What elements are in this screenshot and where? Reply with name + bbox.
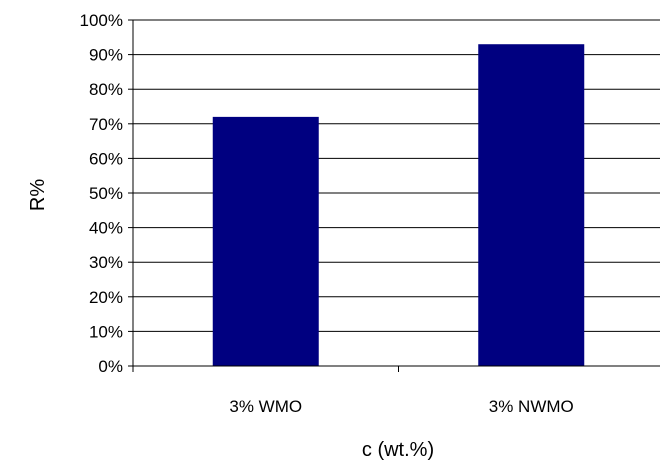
y-axis-title: R%	[27, 179, 49, 211]
y-tick-label: 20%	[89, 288, 123, 307]
y-tick-label: 10%	[89, 322, 123, 341]
y-tick-labels: 0% 10% 20% 30% 40% 50% 60% 70% 80% 90% 100%	[80, 11, 123, 376]
y-tick-label: 90%	[89, 46, 123, 65]
y-tick-marks	[128, 19, 133, 367]
y-tick-label: 70%	[89, 115, 123, 134]
x-tick-labels: 3% WMO 3% NWMO	[229, 397, 573, 416]
x-tick-label: 3% NWMO	[489, 397, 574, 416]
y-tick-label: 30%	[89, 253, 123, 272]
y-tick-label: 100%	[80, 11, 123, 30]
y-tick-label: 0%	[98, 357, 123, 376]
y-tick-label: 50%	[89, 184, 123, 203]
y-tick-label: 40%	[89, 219, 123, 238]
x-axis-title: c (wt.%)	[362, 439, 434, 461]
x-tick-marks	[132, 366, 399, 372]
bar	[478, 44, 585, 366]
y-tick-label: 80%	[89, 80, 123, 99]
bar	[212, 116, 319, 366]
x-tick-label: 3% WMO	[229, 397, 302, 416]
bars	[212, 44, 585, 366]
y-tick-label: 60%	[89, 149, 123, 168]
